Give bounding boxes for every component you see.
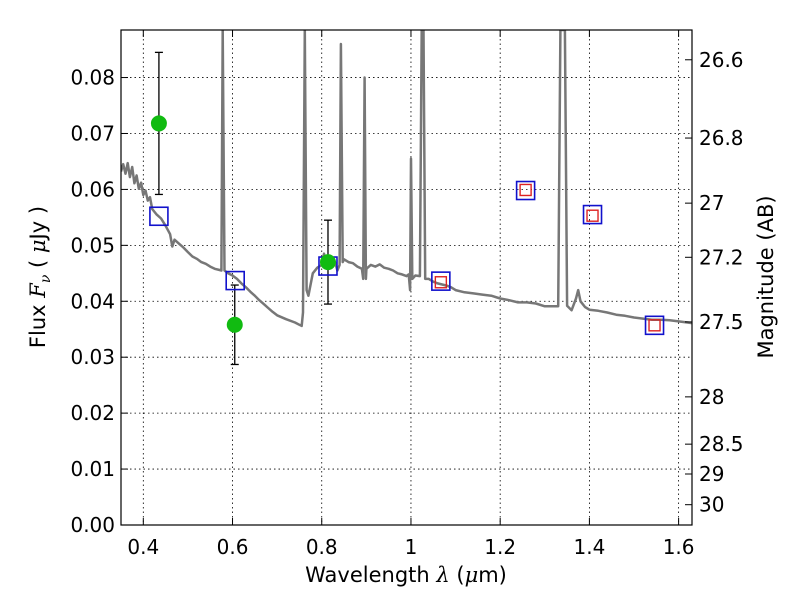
y-axis-label-text: Flux (26, 298, 50, 348)
upper-limit-square (648, 319, 661, 332)
x-tick-label: 1 (405, 535, 418, 559)
x-axis-label-unit: ( (450, 563, 465, 587)
upper-limit-square (586, 209, 599, 222)
x-tick-label: 0.4 (127, 535, 159, 559)
y-axis-label-paren-open: ( (26, 253, 50, 275)
right-tick-label: 28 (699, 385, 724, 409)
model-band-square (149, 206, 169, 227)
model-band-square (225, 270, 245, 291)
model-band-square (582, 204, 603, 225)
right-tick-label: 27 (699, 191, 724, 215)
right-tick-label: 29 (699, 462, 724, 486)
right-tick-label: 27.5 (699, 310, 744, 334)
x-axis-label-lambda: λ (435, 563, 449, 587)
y-tick-label: 0.02 (70, 401, 115, 425)
right-tick-label: 28.5 (699, 432, 744, 456)
spectrum-line (121, 30, 692, 328)
right-tick-label: 30 (699, 493, 724, 517)
x-tick-label: 1.6 (663, 535, 695, 559)
right-axis-label: Magnitude (AB) (754, 195, 778, 358)
model-band-square (515, 180, 536, 201)
x-axis-label-text: Wavelength (305, 563, 436, 587)
x-axis-label-mu: μ (465, 563, 479, 587)
plot-area (121, 30, 692, 525)
y-tick-label: 0.06 (70, 177, 115, 201)
y-axis-label-mu: μ (26, 239, 50, 253)
upper-limit-square (519, 183, 532, 197)
x-axis-label: Wavelength λ (μm) (305, 563, 507, 587)
y-axis-label-nu: ν (38, 274, 54, 283)
right-tick-label: 26.8 (699, 126, 744, 150)
observed-flux-point (226, 316, 243, 333)
x-tick-label: 1.2 (484, 535, 516, 559)
y-axis-label-unit: Jy ) (26, 206, 50, 242)
y-tick-label: 0.07 (70, 121, 115, 145)
observed-flux-point (150, 115, 167, 132)
model-band-square (644, 315, 665, 336)
right-tick-label: 26.6 (699, 48, 744, 72)
observed-flux-point (319, 254, 336, 271)
x-axis-label-m: m) (478, 563, 507, 587)
x-tick-label: 0.6 (217, 535, 249, 559)
y-tick-label: 0.00 (70, 513, 115, 537)
plot-frame (120, 29, 693, 526)
marker-layer (149, 115, 665, 336)
y-tick-label: 0.05 (70, 233, 115, 257)
y-tick-label: 0.04 (70, 289, 115, 313)
spectrum-layer (121, 30, 692, 328)
y-tick-label: 0.03 (70, 345, 115, 369)
x-tick-label: 1.4 (573, 535, 605, 559)
y-axis-label: Flux Fν ( μJy ) (26, 206, 54, 348)
y-axis-label-f: F (26, 282, 50, 299)
tick-layer: 0.4 0.6 0.8 1 1.2 1.4 1.6 0.00 0.01 0.02 0.03 0.04 0… (70, 30, 744, 559)
y-tick-label: 0.01 (70, 457, 115, 481)
right-tick-label: 27.2 (699, 245, 744, 269)
model-band-square (431, 271, 451, 291)
x-tick-label: 0.8 (306, 535, 338, 559)
upper-limit-square (434, 276, 448, 289)
y-tick-label: 0.08 (70, 66, 115, 90)
grid (121, 30, 692, 525)
